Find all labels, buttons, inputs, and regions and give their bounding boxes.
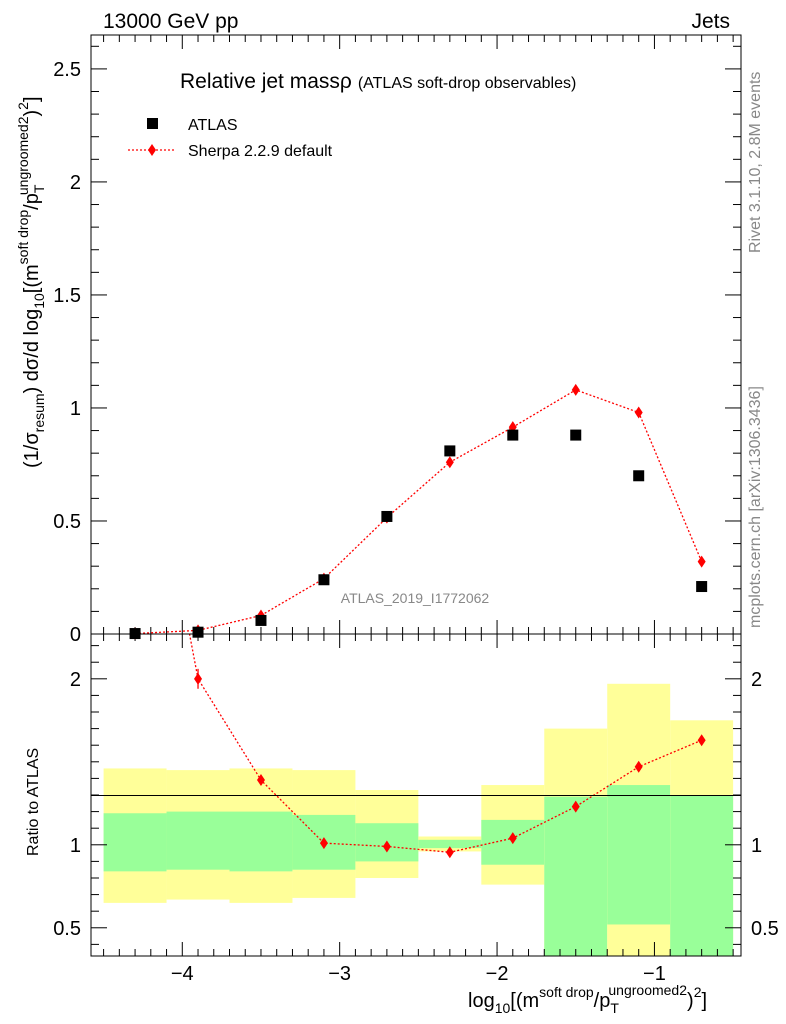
atlas-point — [633, 470, 645, 482]
plot-title-main: Relative jet massρ — [180, 70, 352, 93]
atlas-point — [570, 429, 582, 441]
ratio-band-inner — [607, 785, 671, 925]
plot-title: Relative jet massρ (ATLAS soft-drop obser… — [180, 70, 576, 93]
x-tick-label: −4 — [171, 963, 194, 985]
jets-label: Jets — [691, 10, 730, 33]
analysis-watermark: ATLAS_2019_I1772062 — [341, 590, 490, 606]
ratio-point — [382, 840, 391, 853]
x-tick-label: −2 — [486, 963, 509, 985]
sherpa-point — [571, 383, 580, 396]
atlas-point — [192, 626, 204, 638]
y-tick-label: 0 — [70, 624, 81, 646]
ratio-point — [256, 774, 265, 787]
ratio-y-tick-label-right: 0.5 — [751, 918, 779, 940]
mcplots-label: mcplots.cern.ch [arXiv:1306.3436] — [747, 386, 764, 628]
legend-atlas-label: ATLAS — [188, 117, 238, 134]
ratio-line — [188, 634, 702, 853]
tick-labels: −4 −3 −2 −1 0 0.5 1 1.5 2 2.5 0.5 0.5 1 1 2 2 — [53, 59, 779, 985]
ratio-point — [571, 800, 580, 813]
ratio-point — [194, 672, 203, 685]
ratio-band-inner — [229, 811, 293, 872]
ratio-point — [508, 832, 517, 845]
legend-sherpa-label: Sherpa 2.2.9 default — [188, 143, 333, 160]
atlas-point — [507, 429, 519, 441]
atlas-point — [255, 614, 267, 626]
ratio-y-tick-label-left: 0.5 — [53, 918, 81, 940]
ratio-point — [319, 837, 328, 850]
ratio-y-tick-label-right: 1 — [751, 835, 762, 857]
legend-atlas-marker — [147, 118, 158, 129]
ratio-y-tick-label-right: 2 — [751, 669, 762, 691]
legend-sherpa-marker — [148, 144, 156, 156]
sherpa-ratio-series — [188, 634, 706, 859]
ratio-point — [697, 734, 706, 747]
sherpa-point — [697, 555, 706, 568]
ratio-point — [445, 846, 454, 859]
ratio-y-tick-label-left: 2 — [70, 669, 81, 691]
atlas-main-series — [129, 429, 708, 640]
y-tick-label: 0.5 — [53, 511, 81, 533]
axis-ticks — [91, 35, 741, 956]
y-tick-label: 1.5 — [53, 285, 81, 307]
x-axis-label: log10[(msoft drop/pTungroomed2)2] — [468, 982, 707, 1016]
main-y-axis-label: (1/σresum) dσ/d log10[(msoft drop/pTungr… — [15, 96, 47, 468]
ratio-band-inner — [670, 795, 734, 956]
ratio-band-inner — [103, 813, 167, 872]
ratio-y-tick-label-left: 1 — [70, 835, 81, 857]
rivet-label: Rivet 3.1.10, 2.8M events — [747, 72, 764, 253]
atlas-point — [696, 581, 708, 593]
ratio-point — [634, 760, 643, 773]
y-tick-label: 2 — [70, 172, 81, 194]
x-tick-label: −3 — [328, 963, 351, 985]
y-tick-label: 1 — [70, 398, 81, 420]
atlas-point — [381, 510, 393, 522]
ratio-band-inner — [544, 796, 608, 956]
sherpa-point — [445, 456, 454, 469]
sherpa-point — [634, 406, 643, 419]
ratio-band-inner — [166, 811, 230, 870]
x-tick-label: −1 — [643, 963, 666, 985]
y-tick-label: 2.5 — [53, 59, 81, 81]
atlas-point — [318, 574, 330, 586]
energy-label: 13000 GeV pp — [103, 10, 238, 33]
atlas-point — [444, 445, 456, 457]
plot-title-sub: (ATLAS soft-drop observables) — [358, 75, 576, 92]
ratio-y-axis-label: Ratio to ATLAS — [25, 748, 42, 856]
ratio-uncertainty-bands — [103, 683, 734, 956]
ratio-band-inner — [418, 839, 482, 849]
